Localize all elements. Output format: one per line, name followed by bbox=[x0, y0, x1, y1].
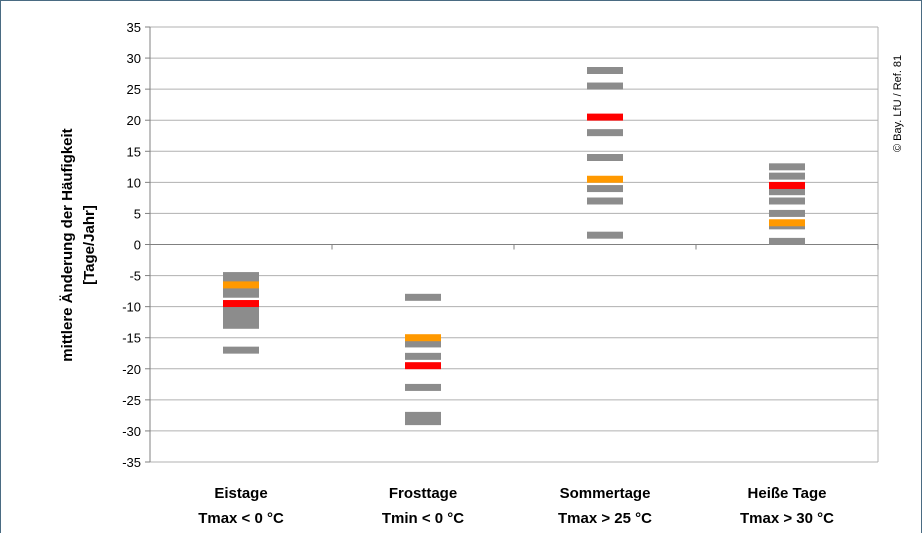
red-mark bbox=[587, 113, 623, 121]
y-tick-label: 30 bbox=[127, 51, 141, 66]
orange-mark bbox=[587, 175, 623, 183]
gray-mark bbox=[587, 129, 623, 137]
y-tick-label: -25 bbox=[122, 393, 141, 408]
gray-mark bbox=[223, 315, 259, 323]
gray-mark bbox=[223, 309, 259, 317]
gray-mark bbox=[587, 197, 623, 205]
y-tick-label: 35 bbox=[127, 20, 141, 35]
gray-mark bbox=[587, 67, 623, 74]
category-label: Tmin < 0 °C bbox=[382, 510, 464, 527]
gray-mark bbox=[405, 411, 441, 419]
gray-mark bbox=[405, 352, 441, 360]
category-label: Frosttage bbox=[389, 485, 457, 502]
y-tick-label: -5 bbox=[129, 269, 141, 284]
red-mark bbox=[405, 362, 441, 370]
gray-mark bbox=[769, 163, 805, 171]
gray-mark bbox=[223, 321, 259, 329]
gray-mark bbox=[587, 82, 623, 90]
y-axis-label-line: [Tage/Jahr] bbox=[81, 205, 98, 285]
grid-lines bbox=[145, 26, 879, 463]
orange-mark bbox=[223, 281, 259, 289]
orange-mark bbox=[405, 334, 441, 342]
category-label: Tmax > 25 °C bbox=[558, 510, 652, 527]
category-label: Sommertage bbox=[560, 485, 651, 502]
category-label: Eistage bbox=[214, 485, 267, 502]
gray-mark bbox=[587, 231, 623, 239]
y-tick-label: 5 bbox=[134, 206, 141, 221]
y-tick-label: -35 bbox=[122, 455, 141, 470]
y-tick-label: -10 bbox=[122, 300, 141, 315]
y-tick-label: 25 bbox=[127, 82, 141, 97]
y-tick-labels: 35 30 25 20 15 10 5 0 -5 -10 -15 -20 -25 -30 -35 bbox=[122, 20, 141, 470]
y-axis-label-line: mittlere Änderung der Häufigkeit bbox=[59, 128, 76, 361]
data-marks bbox=[223, 67, 805, 426]
category-label: Heiße Tage bbox=[748, 485, 827, 502]
gray-mark bbox=[405, 383, 441, 391]
gray-mark bbox=[769, 188, 805, 196]
y-tick-label: -30 bbox=[122, 424, 141, 439]
gray-mark bbox=[405, 340, 441, 348]
gray-mark bbox=[405, 293, 441, 301]
y-axis-label: mittlere Änderung der Häufigkeit [Tage/Ja… bbox=[59, 128, 98, 361]
y-tick-label: 20 bbox=[127, 113, 141, 128]
red-mark bbox=[223, 300, 259, 308]
gray-mark bbox=[405, 418, 441, 426]
gray-mark bbox=[769, 237, 805, 245]
category-label: Tmax < 0 °C bbox=[198, 510, 284, 527]
gray-mark bbox=[769, 172, 805, 180]
gray-mark bbox=[587, 185, 623, 193]
gray-mark bbox=[587, 154, 623, 161]
gray-mark bbox=[223, 346, 259, 354]
category-labels: Eistage Tmax < 0 °C Frosttage Tmin < 0 °C So… bbox=[198, 485, 834, 527]
y-tick-label: 0 bbox=[134, 238, 141, 253]
y-tick-label: 15 bbox=[127, 144, 141, 159]
gray-mark bbox=[223, 272, 259, 280]
category-label: Tmax > 30 °C bbox=[740, 510, 834, 527]
gray-mark bbox=[769, 197, 805, 205]
copyright-annotation: © Bay. LfU / Ref. 81 bbox=[892, 55, 904, 152]
y-tick-label: -15 bbox=[122, 331, 141, 346]
y-tick-label: -20 bbox=[122, 362, 141, 377]
gray-mark bbox=[769, 209, 805, 217]
gray-mark bbox=[223, 290, 259, 298]
red-mark bbox=[769, 181, 805, 189]
orange-mark bbox=[769, 219, 805, 227]
y-tick-label: 10 bbox=[127, 175, 141, 190]
